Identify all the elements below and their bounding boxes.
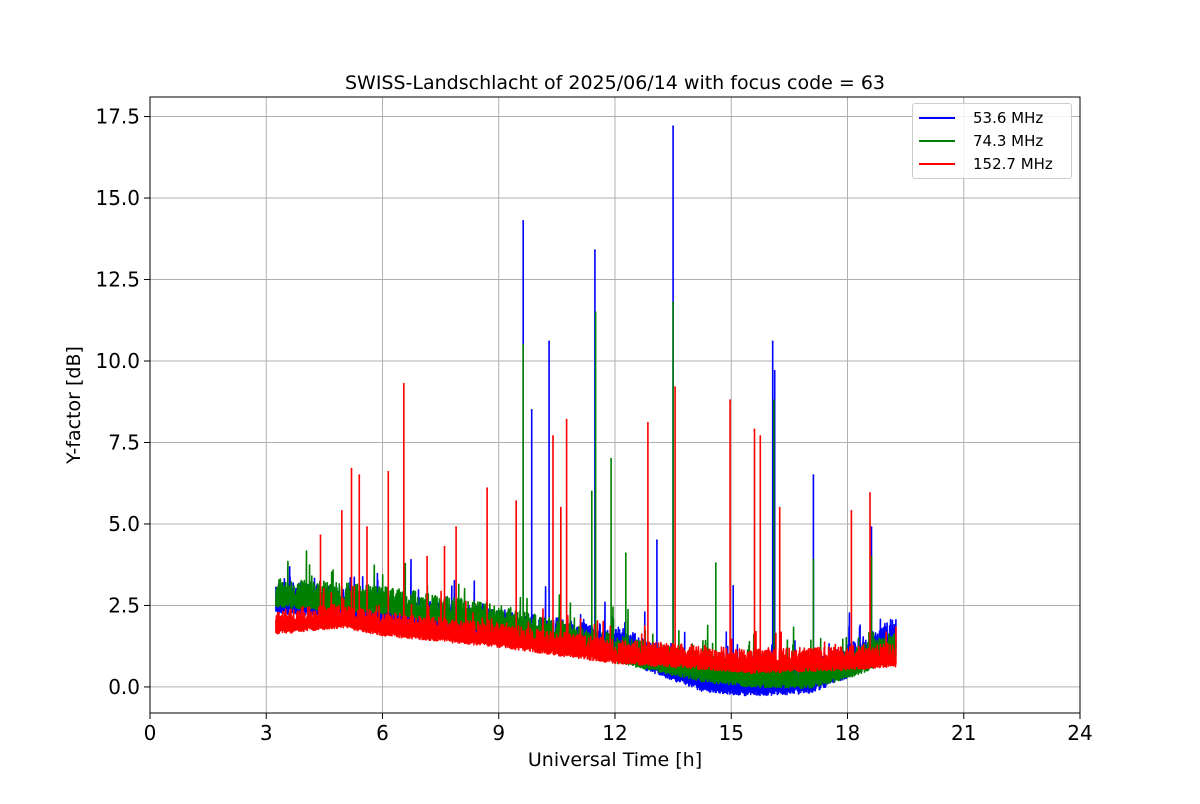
- peak-point: [350, 467, 353, 470]
- peak-point: [647, 422, 649, 424]
- peak-point: [594, 249, 596, 252]
- peak-point: [522, 220, 525, 222]
- legend-swatch-green: [919, 140, 955, 142]
- peak-point: [812, 474, 815, 476]
- peak-point: [486, 487, 488, 489]
- y-tick-label: 17.5: [95, 105, 140, 129]
- peak-point: [443, 545, 446, 548]
- x-tick-label: 15: [719, 721, 744, 745]
- peak-point: [590, 490, 593, 493]
- legend-label: 53.6 MHz: [973, 109, 1044, 127]
- peak-point: [624, 552, 627, 555]
- x-tick-label: 21: [951, 721, 976, 745]
- y-tick-label: 12.5: [95, 268, 140, 292]
- peak-point: [565, 418, 568, 421]
- y-tick-label: 10.0: [95, 349, 140, 373]
- peak-point: [656, 539, 658, 542]
- peak-point: [515, 500, 518, 502]
- peak-point: [402, 382, 405, 385]
- peak-point: [773, 369, 776, 372]
- x-tick-label: 18: [835, 721, 860, 745]
- peak-point: [455, 526, 457, 529]
- peak-point: [850, 510, 853, 512]
- peak-point: [869, 492, 871, 494]
- x-tick-label: 9: [492, 721, 505, 745]
- y-tick-label: 7.5: [108, 430, 140, 454]
- peak-point: [340, 510, 343, 512]
- peak-point: [530, 409, 533, 411]
- y-tick-label: 15.0: [95, 186, 140, 210]
- peak-point: [714, 562, 717, 564]
- peak-point: [610, 457, 612, 460]
- peak-point: [759, 435, 762, 437]
- x-tick-label: 12: [602, 721, 627, 745]
- peak-point: [358, 474, 361, 476]
- peak-point: [548, 340, 550, 343]
- legend-swatch-red: [919, 163, 955, 165]
- y-tick-label: 0.0: [108, 675, 140, 699]
- peak-point: [552, 435, 554, 437]
- peak-point: [870, 555, 873, 558]
- peak-point: [672, 125, 674, 128]
- y-tick-label: 5.0: [108, 512, 140, 536]
- peak-point: [773, 399, 775, 401]
- legend: 53.6 MHz 74.3 MHz 152.7 MHz: [912, 103, 1072, 179]
- peak-point: [319, 534, 322, 537]
- x-tick-label: 6: [376, 721, 389, 745]
- legend-item-74-3: 74.3 MHz: [919, 131, 1043, 151]
- legend-label: 152.7 MHz: [973, 155, 1053, 173]
- series-line-3: [275, 383, 897, 674]
- legend-item-152-7: 152.7 MHz: [919, 154, 1053, 174]
- peak-point: [522, 343, 525, 346]
- legend-swatch-blue: [919, 117, 955, 119]
- chart-title: SWISS-Landschlacht of 2025/06/14 with fo…: [345, 72, 885, 94]
- peak-point: [672, 301, 674, 304]
- peak-point: [674, 386, 676, 388]
- x-tick-label: 24: [1067, 721, 1092, 745]
- peak-point: [771, 340, 774, 343]
- peak-point: [778, 506, 781, 509]
- peak-point: [753, 428, 756, 431]
- peak-point: [729, 399, 731, 401]
- series-layer: [275, 125, 897, 697]
- x-tick-label: 0: [144, 721, 157, 745]
- legend-item-53-6: 53.6 MHz: [919, 108, 1043, 128]
- peak-point: [426, 555, 428, 558]
- peak-point: [812, 558, 815, 561]
- y-axis-label: Y-factor [dB]: [63, 346, 85, 465]
- legend-label: 74.3 MHz: [973, 132, 1044, 150]
- x-axis-label: Universal Time [h]: [528, 749, 702, 771]
- peak-point: [732, 585, 735, 587]
- peak-point: [594, 311, 597, 313]
- y-tick-label: 2.5: [108, 593, 140, 617]
- peak-point: [366, 526, 368, 529]
- peak-point: [559, 506, 562, 509]
- peak-point: [870, 526, 873, 529]
- axis-ticks: 0 3 6 9 12 15 18 21 24 0.0 2.5 5.0 7.5 10.0 12.5 15.0 17…: [95, 105, 1092, 745]
- peak-point: [387, 470, 390, 473]
- x-tick-label: 3: [260, 721, 273, 745]
